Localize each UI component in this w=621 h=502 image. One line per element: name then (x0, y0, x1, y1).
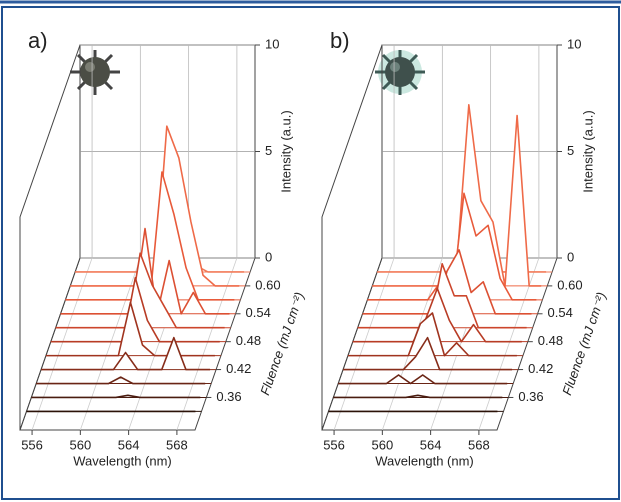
frame (1, 6, 620, 500)
y-tick-label: 5 (265, 143, 272, 158)
z-tick-label: 0.54 (246, 305, 271, 320)
z-tick-label: 0.42 (528, 361, 553, 376)
trace-fill (352, 288, 522, 342)
z-tick-label: 0.42 (226, 361, 251, 376)
floor-grid-line (478, 257, 540, 431)
spectrum-trace (36, 376, 206, 385)
spectrum-trace (60, 227, 230, 315)
y-tick-label: 10 (567, 36, 581, 51)
trace-fill (357, 263, 527, 328)
spectrum-trace (338, 374, 508, 385)
x-tick-label: 564 (420, 437, 442, 452)
x-axis-label: Wavelength (nm) (73, 453, 172, 468)
z-tick-label: 0.48 (538, 333, 563, 348)
x-tick-label: 556 (323, 437, 345, 452)
y-tick-label: 0 (567, 249, 574, 264)
trace-fill (372, 104, 542, 286)
z-tick-label: 0.54 (548, 305, 573, 320)
trace-fill (333, 395, 503, 398)
x-tick-label: 560 (371, 437, 393, 452)
spectrum-trace (352, 287, 522, 343)
left-wall (19, 44, 81, 431)
trace-fill (367, 193, 537, 300)
panel-label: a) (28, 28, 48, 53)
y-tick-label: 10 (265, 36, 279, 51)
particle-icon-a (70, 50, 120, 95)
trace-fill (55, 253, 225, 328)
spectrum-trace (333, 394, 503, 399)
floor-grid-line (333, 257, 395, 431)
spectrum-trace (343, 336, 513, 371)
spectrum-trace (45, 301, 215, 357)
z-tick-label: 0.60 (255, 277, 280, 292)
spectrum-trace (55, 252, 225, 329)
floor-grid-line (31, 257, 93, 431)
trace-fill (50, 277, 220, 342)
x-axis-label: Wavelength (nm) (375, 453, 474, 468)
panel-label: b) (330, 28, 350, 53)
trace-fill (36, 377, 206, 384)
spectrum-trace (50, 276, 220, 343)
x-tick-label: 568 (468, 437, 490, 452)
x-tick-label: 564 (118, 437, 140, 452)
spectrum-trace (31, 394, 201, 399)
z-tick-label: 0.36 (216, 389, 241, 404)
y-tick-label: 5 (567, 143, 574, 158)
trace-fill (343, 337, 513, 370)
x-tick-label: 556 (21, 437, 43, 452)
spectrum-trace (347, 312, 517, 357)
z-tick-label: 0.60 (557, 277, 582, 292)
particle-icon-b (375, 50, 425, 95)
spectrum-trace (357, 263, 527, 329)
x-tick-label: 568 (166, 437, 188, 452)
spectrum-trace (41, 336, 211, 371)
y-tick-label: 0 (265, 249, 272, 264)
z-tick-label: 0.36 (518, 389, 543, 404)
x-tick-label: 560 (69, 437, 91, 452)
y-axis-label: Intensity (a.u.) (580, 110, 595, 192)
spectrum-trace (362, 249, 532, 315)
trace-fill (45, 302, 215, 356)
left-wall (321, 44, 383, 431)
trace-fill (338, 374, 508, 384)
z-tick-label: 0.48 (236, 333, 261, 348)
y-axis-label: Intensity (a.u.) (278, 110, 293, 192)
trace-fill (347, 313, 517, 356)
